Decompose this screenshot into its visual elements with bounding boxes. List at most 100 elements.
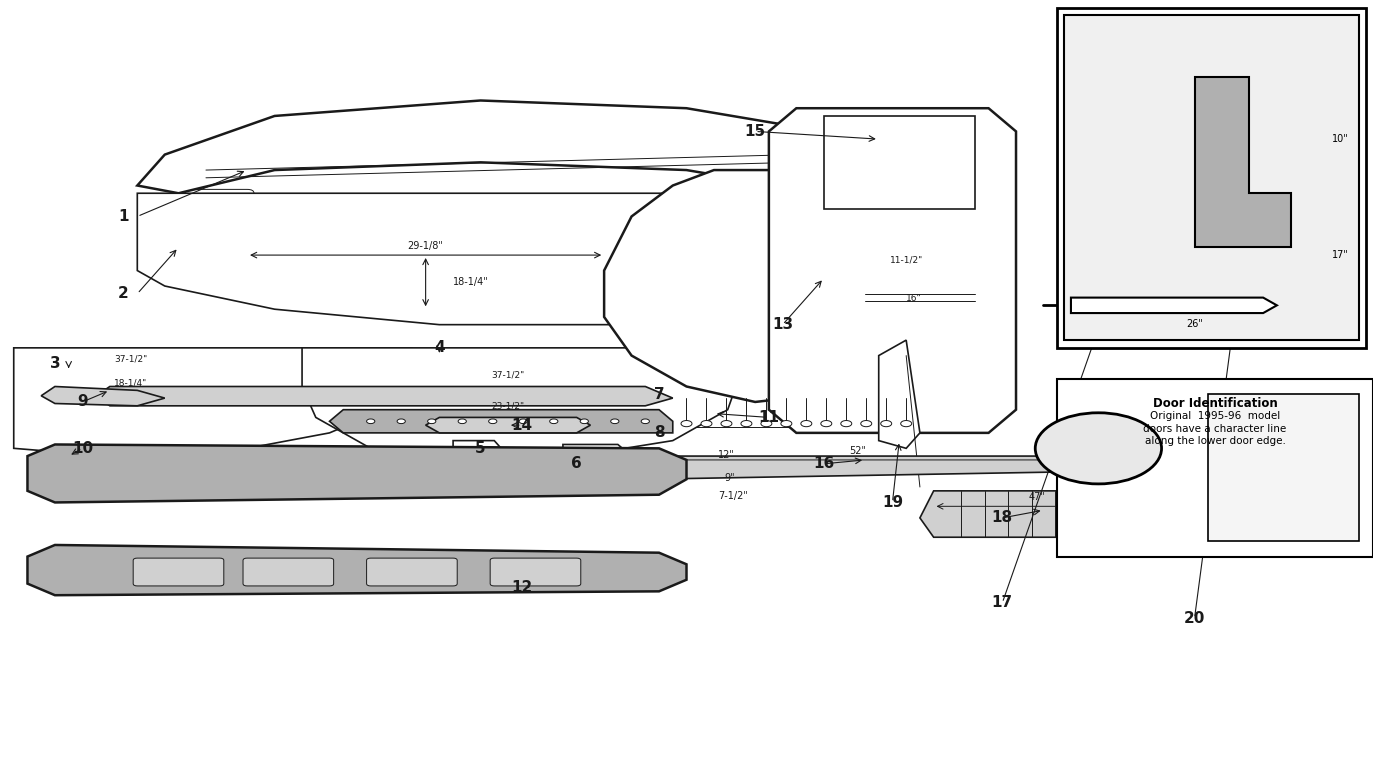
Text: 5: 5 (475, 441, 486, 456)
Circle shape (581, 419, 589, 424)
FancyBboxPatch shape (133, 558, 224, 586)
Circle shape (821, 421, 832, 427)
Polygon shape (769, 108, 1016, 433)
Text: 7: 7 (654, 386, 665, 402)
Polygon shape (1195, 77, 1291, 247)
Text: 20: 20 (1184, 611, 1205, 626)
Circle shape (800, 421, 811, 427)
Polygon shape (137, 100, 892, 193)
Polygon shape (27, 545, 686, 595)
Text: 47": 47" (1028, 492, 1045, 502)
Polygon shape (1071, 298, 1277, 313)
FancyBboxPatch shape (762, 243, 831, 290)
Circle shape (549, 419, 557, 424)
Text: 13: 13 (772, 317, 794, 332)
Circle shape (781, 421, 792, 427)
FancyBboxPatch shape (367, 558, 457, 586)
Circle shape (702, 421, 713, 427)
FancyBboxPatch shape (243, 558, 334, 586)
Text: 2: 2 (118, 286, 129, 301)
Text: 3: 3 (49, 356, 60, 371)
Bar (673, 392, 927, 427)
Text: 37-1/2": 37-1/2" (492, 370, 524, 380)
Polygon shape (453, 441, 508, 464)
Circle shape (901, 421, 912, 427)
Circle shape (489, 419, 497, 424)
Text: 19: 19 (881, 495, 903, 510)
Text: 18: 18 (991, 510, 1013, 526)
Text: 10: 10 (71, 441, 93, 456)
Polygon shape (27, 444, 686, 502)
Text: 6": 6" (1098, 467, 1109, 476)
Polygon shape (137, 193, 892, 325)
Text: 52": 52" (850, 446, 866, 456)
Circle shape (397, 419, 405, 424)
Text: doors have a character line: doors have a character line (1144, 424, 1287, 434)
Circle shape (641, 419, 649, 424)
FancyBboxPatch shape (185, 189, 254, 236)
Text: Original  1995-96  model: Original 1995-96 model (1151, 411, 1280, 421)
Text: 15: 15 (744, 124, 766, 139)
Circle shape (519, 419, 527, 424)
Bar (1057, 379, 1373, 557)
Text: 29-1/8": 29-1/8" (408, 241, 443, 251)
Text: 23-1/2": 23-1/2" (492, 401, 524, 410)
Text: 12: 12 (511, 580, 533, 595)
Text: 16: 16 (813, 456, 835, 472)
Circle shape (459, 419, 467, 424)
Polygon shape (563, 444, 632, 464)
Text: 8: 8 (654, 425, 665, 441)
Polygon shape (330, 410, 673, 433)
Text: 6: 6 (571, 456, 582, 472)
FancyBboxPatch shape (762, 189, 831, 236)
Text: 11: 11 (758, 410, 780, 425)
Circle shape (761, 421, 772, 427)
Polygon shape (824, 116, 975, 209)
Polygon shape (604, 170, 1002, 402)
Polygon shape (1208, 394, 1359, 541)
Bar (563, 348, 632, 379)
Text: Door Identification: Door Identification (1153, 397, 1277, 410)
Bar (398, 348, 467, 379)
Text: 18-1/4": 18-1/4" (114, 378, 147, 387)
Text: 11-1/2": 11-1/2" (890, 255, 923, 264)
Text: 17": 17" (1332, 250, 1348, 260)
Polygon shape (879, 340, 920, 448)
Bar (398, 386, 467, 417)
Text: 37-1/2": 37-1/2" (114, 355, 147, 364)
Circle shape (861, 421, 872, 427)
Text: 9": 9" (724, 473, 735, 483)
Circle shape (840, 421, 851, 427)
Circle shape (721, 421, 732, 427)
Text: 4: 4 (434, 340, 445, 356)
Text: 12": 12" (718, 450, 735, 460)
Circle shape (427, 419, 435, 424)
Circle shape (611, 419, 619, 424)
Text: 7-1/2": 7-1/2" (718, 491, 748, 501)
Bar (27, 398, 69, 421)
Polygon shape (302, 348, 741, 456)
Circle shape (741, 421, 752, 427)
Text: 16": 16" (906, 294, 921, 303)
Polygon shape (14, 348, 412, 456)
Polygon shape (426, 417, 590, 433)
Text: 17: 17 (991, 595, 1013, 611)
Bar (563, 386, 632, 417)
Bar (1057, 8, 1366, 348)
Polygon shape (96, 386, 673, 406)
Polygon shape (645, 456, 1085, 479)
Text: 18-1/4": 18-1/4" (453, 278, 489, 287)
Text: 10": 10" (1332, 135, 1348, 144)
Circle shape (367, 419, 375, 424)
Polygon shape (1064, 15, 1359, 340)
Polygon shape (41, 386, 165, 406)
Text: along the lower door edge.: along the lower door edge. (1145, 436, 1285, 446)
FancyBboxPatch shape (185, 243, 254, 290)
Bar (27, 352, 76, 379)
Circle shape (681, 421, 692, 427)
Text: 9: 9 (77, 394, 88, 410)
Circle shape (880, 421, 891, 427)
Polygon shape (920, 491, 1153, 537)
Circle shape (1035, 413, 1162, 484)
Text: 14: 14 (511, 417, 533, 433)
